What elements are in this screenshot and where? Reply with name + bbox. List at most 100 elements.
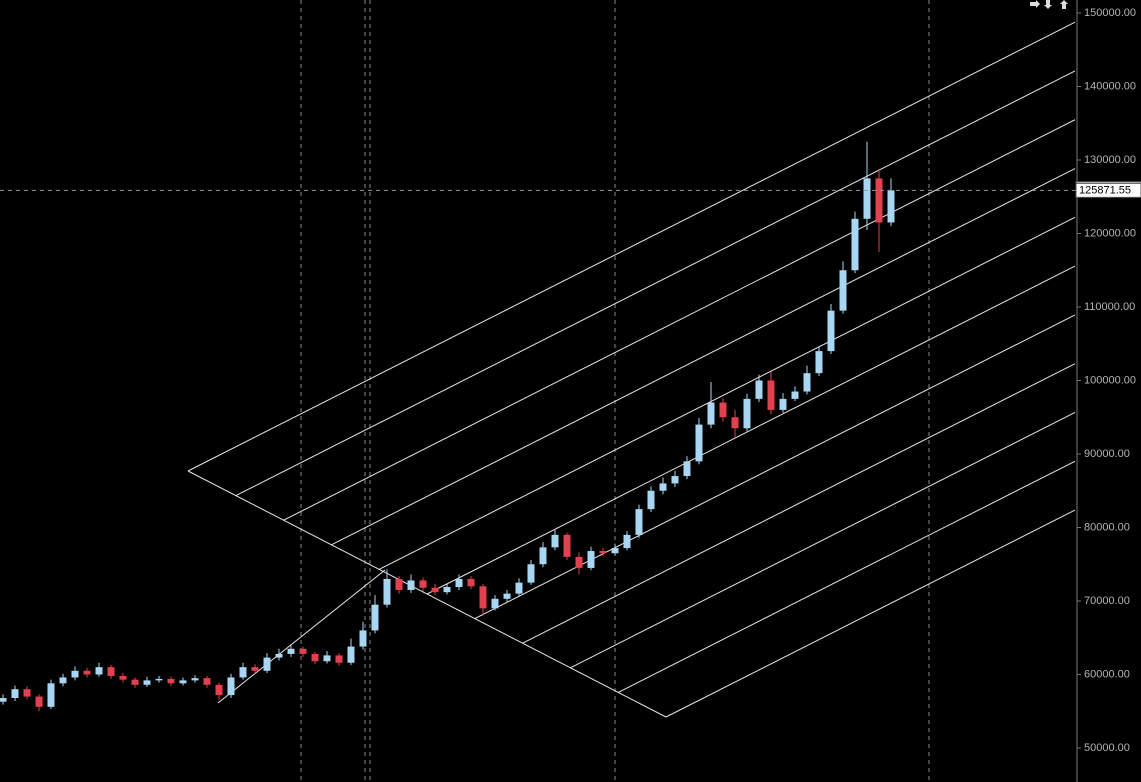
candle-body [419, 580, 427, 588]
candle-body [203, 678, 211, 685]
y-tick-label: 120000.00 [1084, 227, 1136, 239]
candle-body [143, 680, 151, 685]
candle-body [11, 689, 19, 699]
candle-body [443, 587, 451, 593]
candle-body [395, 578, 403, 590]
candle-body [695, 424, 703, 462]
candle-body [347, 646, 355, 663]
candle-body [767, 380, 775, 410]
candle-body [239, 667, 247, 678]
candle-body [815, 351, 823, 374]
candle-body [23, 689, 31, 697]
channel-handle [217, 569, 386, 704]
channel-line [331, 168, 1076, 546]
y-tick-label: 50000.00 [1084, 742, 1130, 754]
candle-body [851, 218, 859, 271]
channel-line [617, 460, 1076, 693]
candle-body [95, 667, 103, 675]
candle-body [887, 190, 895, 223]
channel-line [474, 314, 1076, 620]
y-tick-label: 130000.00 [1084, 154, 1136, 166]
channel-line [187, 21, 1076, 472]
candle-body [479, 586, 487, 609]
candle-body [227, 677, 235, 696]
candle-body [407, 580, 415, 590]
candle-body [755, 380, 763, 399]
candle-body [803, 373, 811, 392]
candle-body [311, 653, 319, 662]
channel-line [665, 509, 1076, 718]
candle-body [503, 593, 511, 599]
candle-body [359, 630, 367, 647]
candle-body [371, 604, 379, 631]
y-tick-label: 80000.00 [1084, 521, 1130, 533]
candle-body [383, 578, 391, 605]
candle-body [47, 683, 55, 707]
candle-body [467, 578, 475, 587]
candle-body [263, 657, 271, 671]
candle-body [647, 490, 655, 510]
candle-body [515, 582, 523, 594]
candle-body [119, 675, 127, 680]
y-tick-label: 60000.00 [1084, 668, 1130, 680]
y-tick-label: 70000.00 [1084, 595, 1130, 607]
icon[interactable] [1030, 0, 1040, 8]
candle-body [215, 684, 223, 696]
candle-body [635, 509, 643, 535]
candle-body [455, 578, 463, 588]
candle-body [719, 402, 727, 418]
channel-line [426, 265, 1076, 595]
candle-body [59, 677, 67, 684]
candle-body [779, 398, 787, 410]
candle-body [551, 534, 559, 548]
candle-body [131, 679, 139, 685]
channel-line [522, 363, 1076, 644]
candle-body [587, 551, 595, 568]
candle-body [611, 548, 619, 554]
y-tick-label: 100000.00 [1084, 374, 1136, 386]
y-tick-label: 140000.00 [1084, 80, 1136, 92]
candle-body [0, 698, 7, 702]
candle-body [863, 178, 871, 219]
candle-body [35, 696, 43, 707]
toolbar-icons[interactable] [1030, 0, 1068, 9]
candle-body [827, 310, 835, 352]
candle-body [527, 564, 535, 583]
price-label-box [1075, 182, 1141, 198]
price-label: 125871.55 [1079, 184, 1131, 196]
candle-body [155, 678, 163, 681]
candle-body [191, 678, 199, 681]
candle-body [539, 547, 547, 565]
candle-body [251, 667, 259, 671]
candle-body [575, 556, 583, 568]
candle-body [83, 670, 91, 675]
candle-body [623, 534, 631, 549]
channel-tool[interactable] [187, 21, 1076, 718]
y-tick-label: 110000.00 [1084, 301, 1135, 313]
candle-body [107, 667, 115, 676]
icon[interactable] [1060, 0, 1068, 9]
candle-body [659, 483, 667, 491]
candle-body [839, 270, 847, 311]
y-tick-label: 90000.00 [1084, 448, 1130, 460]
icon[interactable] [1044, 0, 1052, 9]
candle-body [299, 648, 307, 654]
candle-body [71, 670, 79, 678]
candle-body [179, 680, 187, 684]
candle-body [167, 678, 175, 684]
channel-line [283, 119, 1076, 521]
candle-body [563, 534, 571, 557]
candle-body [287, 648, 295, 654]
channel-line [235, 70, 1076, 497]
candle-body [683, 461, 691, 477]
channel-line [570, 412, 1076, 669]
candle-body [323, 655, 331, 662]
candle-body [743, 398, 751, 429]
candle-body [731, 417, 739, 429]
candle-body [491, 598, 499, 609]
candle-body [599, 551, 607, 554]
candle-body [335, 655, 343, 663]
candle-body [275, 653, 283, 658]
